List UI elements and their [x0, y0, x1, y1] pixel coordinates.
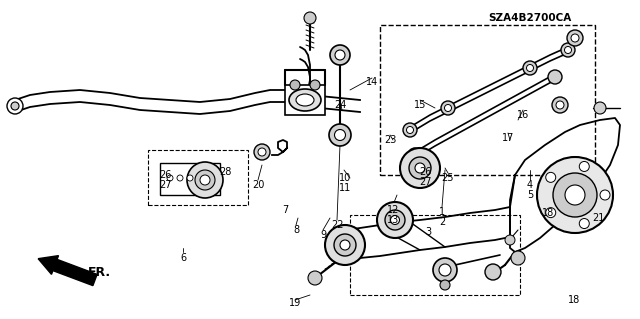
Bar	[285, 85, 325, 115]
Circle shape	[403, 123, 417, 137]
Circle shape	[505, 235, 515, 245]
Circle shape	[200, 175, 210, 185]
Circle shape	[290, 80, 300, 90]
Circle shape	[406, 127, 413, 133]
Circle shape	[553, 173, 597, 217]
Circle shape	[330, 45, 350, 65]
Circle shape	[571, 34, 579, 42]
Circle shape	[7, 98, 23, 114]
Circle shape	[439, 264, 451, 276]
Text: 4: 4	[527, 180, 533, 190]
Text: 18: 18	[542, 208, 554, 218]
Circle shape	[390, 216, 399, 225]
Text: 27: 27	[419, 177, 431, 187]
Text: 5: 5	[527, 190, 533, 200]
Text: 27: 27	[159, 180, 172, 190]
Circle shape	[594, 102, 606, 114]
Ellipse shape	[289, 89, 321, 111]
Bar	[160, 163, 220, 195]
Text: 2: 2	[439, 217, 445, 227]
Circle shape	[579, 219, 589, 228]
Circle shape	[546, 172, 556, 182]
Text: 21: 21	[592, 213, 604, 223]
Circle shape	[195, 170, 215, 190]
Circle shape	[385, 210, 405, 230]
Bar	[380, 25, 595, 175]
Circle shape	[445, 105, 451, 112]
Circle shape	[335, 50, 345, 60]
Circle shape	[552, 97, 568, 113]
Circle shape	[258, 148, 266, 156]
Text: 18: 18	[568, 295, 580, 305]
Text: SZA4B2700CA: SZA4B2700CA	[488, 13, 572, 23]
Circle shape	[579, 161, 589, 172]
Circle shape	[187, 162, 223, 198]
Circle shape	[329, 124, 351, 146]
Text: 20: 20	[252, 180, 264, 190]
Circle shape	[334, 234, 356, 256]
Circle shape	[340, 240, 350, 250]
Circle shape	[11, 102, 19, 110]
Circle shape	[325, 225, 365, 265]
Text: 24: 24	[334, 100, 346, 110]
Text: 3: 3	[425, 227, 431, 237]
Circle shape	[537, 157, 613, 233]
Circle shape	[409, 157, 431, 179]
Circle shape	[511, 251, 525, 265]
Circle shape	[523, 61, 537, 75]
Circle shape	[600, 190, 610, 200]
Circle shape	[310, 80, 320, 90]
Circle shape	[441, 101, 455, 115]
Circle shape	[527, 64, 534, 71]
Circle shape	[377, 202, 413, 238]
Circle shape	[556, 101, 564, 109]
Text: 26: 26	[419, 167, 431, 177]
Text: 7: 7	[282, 205, 288, 215]
Circle shape	[408, 148, 422, 162]
Circle shape	[567, 30, 583, 46]
Bar	[148, 150, 248, 205]
Bar	[350, 215, 520, 295]
Text: 14: 14	[366, 77, 378, 87]
Text: 13: 13	[387, 215, 399, 225]
Circle shape	[433, 258, 457, 282]
Text: 17: 17	[502, 133, 514, 143]
Circle shape	[440, 280, 450, 290]
Text: 9: 9	[320, 230, 326, 240]
Circle shape	[187, 175, 193, 181]
Circle shape	[546, 208, 556, 218]
Circle shape	[335, 130, 346, 140]
Circle shape	[565, 185, 585, 205]
Text: 22: 22	[331, 220, 343, 230]
Circle shape	[485, 264, 501, 280]
Text: 15: 15	[414, 100, 426, 110]
Text: 16: 16	[517, 110, 529, 120]
Circle shape	[400, 148, 440, 188]
Circle shape	[254, 144, 270, 160]
Text: 26: 26	[159, 170, 171, 180]
Circle shape	[564, 47, 572, 54]
Text: 6: 6	[180, 253, 186, 263]
FancyArrow shape	[38, 256, 97, 286]
Text: 10: 10	[339, 173, 351, 183]
Text: FR.: FR.	[88, 265, 111, 278]
Circle shape	[177, 175, 183, 181]
Text: 23: 23	[384, 135, 396, 145]
Circle shape	[561, 43, 575, 57]
Text: 11: 11	[339, 183, 351, 193]
Text: 1: 1	[439, 207, 445, 217]
Text: 8: 8	[293, 225, 299, 235]
Circle shape	[304, 12, 316, 24]
Text: 12: 12	[387, 205, 399, 215]
Circle shape	[548, 70, 562, 84]
Circle shape	[167, 175, 173, 181]
Text: 28: 28	[219, 167, 231, 177]
Text: 19: 19	[289, 298, 301, 308]
Text: 25: 25	[442, 173, 454, 183]
Circle shape	[415, 163, 425, 173]
Circle shape	[308, 271, 322, 285]
Ellipse shape	[296, 94, 314, 106]
